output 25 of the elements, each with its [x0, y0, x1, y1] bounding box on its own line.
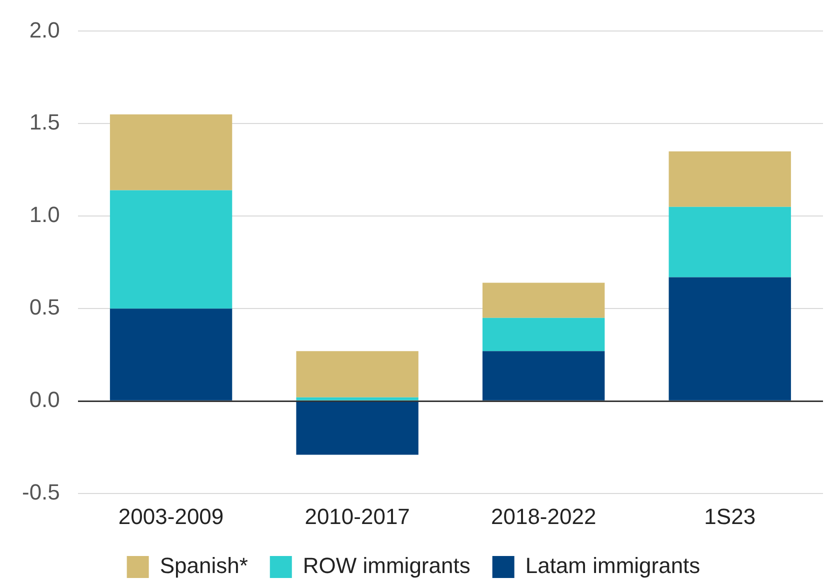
- bar: [110, 114, 232, 190]
- y-tick-label: 2.0: [29, 17, 60, 42]
- y-tick-label: 0.5: [29, 294, 60, 320]
- bar: [296, 351, 418, 398]
- bar: [296, 397, 418, 400]
- x-tick-label: 2018-2022: [490, 504, 596, 529]
- y-tick-label: 0.0: [29, 387, 60, 412]
- legend-label: Latam immigrants: [525, 553, 700, 578]
- legend-label: ROW immigrants: [302, 553, 470, 578]
- y-tick-label: 1.5: [29, 110, 60, 135]
- bar: [668, 277, 791, 400]
- y-tick-label: 1.0: [29, 202, 60, 228]
- bar: [482, 318, 605, 352]
- bar: [110, 308, 232, 400]
- bar: [482, 282, 605, 318]
- bar: [482, 351, 605, 400]
- x-tick-label: 2010-2017: [304, 504, 410, 529]
- x-tick-label: 1S23: [704, 504, 756, 529]
- x-tick-label: 2003-2009: [118, 504, 224, 529]
- bar: [110, 190, 232, 309]
- legend-label: Spanish*: [160, 553, 248, 578]
- bar: [668, 151, 791, 207]
- bar: [668, 206, 791, 278]
- bar: [296, 402, 418, 455]
- y-tick-label: -0.5: [22, 480, 60, 505]
